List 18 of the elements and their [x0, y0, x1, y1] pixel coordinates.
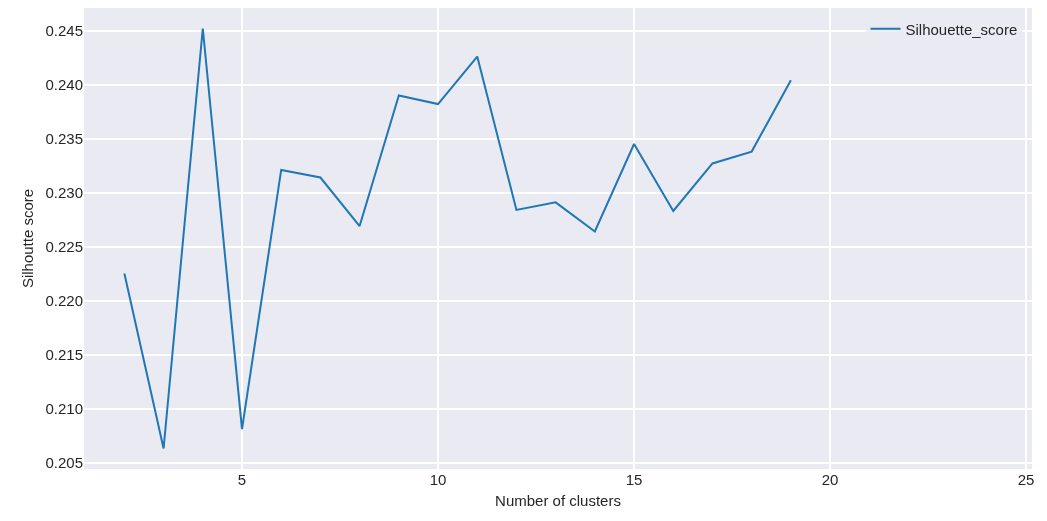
y-tick-label: 0.210 [45, 399, 83, 417]
x-axis-title: Number of clusters [495, 492, 621, 509]
y-tick-label: 0.225 [45, 237, 83, 255]
x-tick-label: 10 [429, 471, 447, 488]
legend-label: Silhouette_score [905, 20, 1018, 38]
x-tick-label: 20 [821, 471, 839, 488]
y-tick-label: 0.220 [45, 291, 83, 309]
y-tick-label: 0.235 [45, 129, 83, 147]
y-axis-title: Silhoutte score [18, 188, 36, 289]
y-tick-label: 0.240 [45, 75, 83, 93]
x-tick-label: 25 [1017, 471, 1035, 488]
y-tick-label: 0.205 [45, 453, 83, 471]
x-tick-label: 15 [625, 471, 643, 488]
x-tick-label: 5 [237, 471, 247, 488]
y-tick-label: 0.215 [45, 345, 83, 363]
y-tick-label: 0.245 [45, 21, 83, 39]
y-tick-label: 0.230 [45, 183, 83, 201]
line-series [123, 27, 792, 450]
